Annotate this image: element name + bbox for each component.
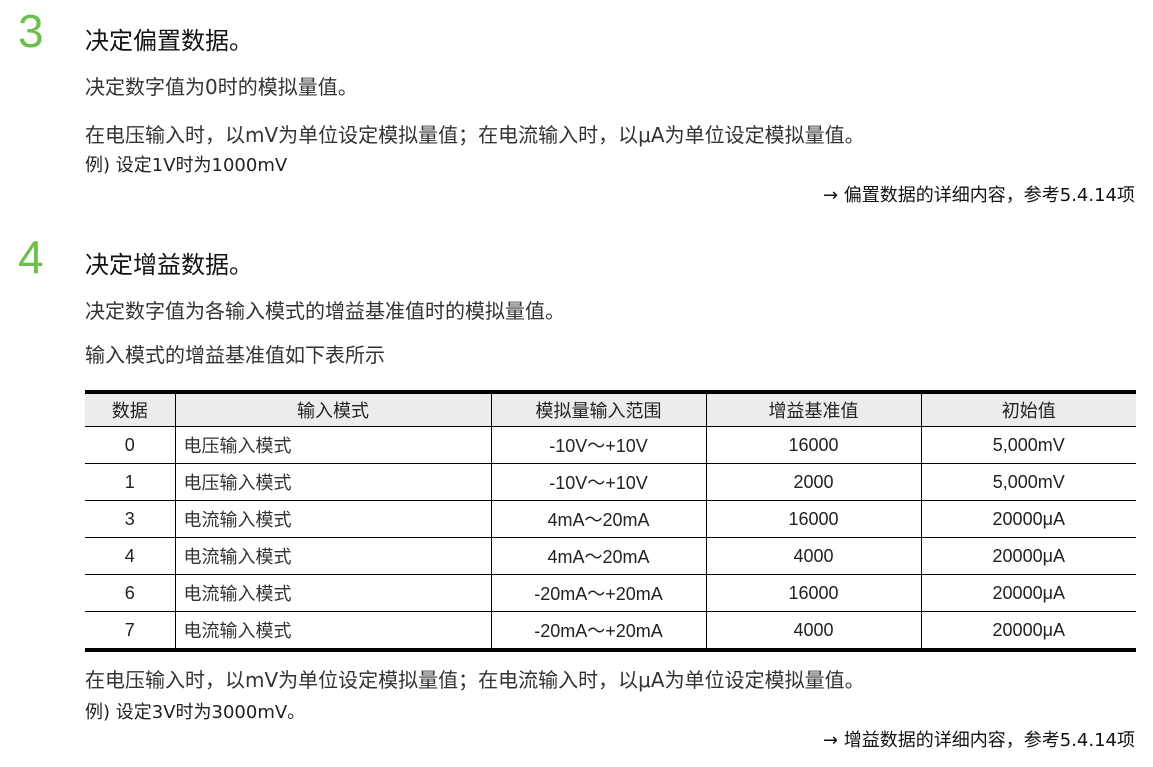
cell-initial-value: 5,000mV xyxy=(920,426,1136,464)
cell-input-mode: 电压输入模式 xyxy=(174,426,492,464)
table-row: 6 电流输入模式 -20mA～+20mA 16000 20000μA xyxy=(85,574,1136,612)
header-analog-range: 模拟量输入范围 xyxy=(490,391,707,427)
table-row: 7 电流输入模式 -20mA～+20mA 4000 20000μA xyxy=(85,611,1136,651)
cell-initial-value: 20000μA xyxy=(920,611,1136,651)
step4-reference: → 增益数据的详细内容，参考5.4.14项 xyxy=(822,730,1135,751)
step3-desc: 决定数字值为0时的模拟量值。 xyxy=(85,75,358,99)
step4-table-intro: 输入模式的增益基准值如下表所示 xyxy=(85,343,385,367)
cell-data: 6 xyxy=(85,574,176,612)
cell-gain-reference: 16000 xyxy=(705,500,922,538)
step4-desc: 决定数字值为各输入模式的增益基准值时的模拟量值。 xyxy=(85,299,565,323)
table-row: 1 电压输入模式 -10V～+10V 2000 5,000mV xyxy=(85,463,1136,501)
table-row: 3 电流输入模式 4mA～20mA 16000 20000μA xyxy=(85,500,1136,538)
gain-reference-table: 数据 输入模式 模拟量输入范围 增益基准值 初始值 0 电压输入模式 -10V～+1… xyxy=(85,390,1136,652)
step3-note: 在电压输入时，以mV为单位设定模拟量值；在电流输入时，以μA为单位设定模拟量值。 xyxy=(85,123,865,147)
step-number-4: 4 xyxy=(18,231,44,283)
step4-note: 在电压输入时，以mV为单位设定模拟量值；在电流输入时，以μA为单位设定模拟量值。 xyxy=(85,668,865,692)
table-header-row: 数据 输入模式 模拟量输入范围 增益基准值 初始值 xyxy=(85,391,1136,427)
table-row: 0 电压输入模式 -10V～+10V 16000 5,000mV xyxy=(85,426,1136,464)
cell-input-mode: 电流输入模式 xyxy=(174,574,492,612)
header-input-mode: 输入模式 xyxy=(174,391,492,427)
cell-input-mode: 电流输入模式 xyxy=(174,537,492,575)
cell-gain-reference: 2000 xyxy=(705,463,922,501)
table-row: 4 电流输入模式 4mA～20mA 4000 20000μA xyxy=(85,537,1136,575)
step-number-3: 3 xyxy=(18,5,44,57)
cell-analog-range: 4mA～20mA xyxy=(490,537,707,575)
step3-reference: → 偏置数据的详细内容，参考5.4.14项 xyxy=(822,185,1135,206)
cell-gain-reference: 4000 xyxy=(705,537,922,575)
cell-analog-range: -10V～+10V xyxy=(490,463,707,501)
header-data: 数据 xyxy=(85,391,176,427)
cell-initial-value: 20000μA xyxy=(920,500,1136,538)
cell-analog-range: -10V～+10V xyxy=(490,426,707,464)
cell-data: 3 xyxy=(85,500,176,538)
cell-input-mode: 电压输入模式 xyxy=(174,463,492,501)
cell-analog-range: -20mA～+20mA xyxy=(490,611,707,651)
cell-analog-range: -20mA～+20mA xyxy=(490,574,707,612)
step3-title: 决定偏置数据。 xyxy=(85,27,253,55)
cell-initial-value: 5,000mV xyxy=(920,463,1136,501)
cell-gain-reference: 4000 xyxy=(705,611,922,651)
cell-data: 1 xyxy=(85,463,176,501)
cell-initial-value: 20000μA xyxy=(920,574,1136,612)
cell-data: 7 xyxy=(85,611,176,651)
header-gain-reference: 增益基准值 xyxy=(705,391,922,427)
cell-analog-range: 4mA～20mA xyxy=(490,500,707,538)
cell-data: 4 xyxy=(85,537,176,575)
step3-example: 例) 设定1V时为1000mV xyxy=(85,155,288,176)
header-initial-value: 初始值 xyxy=(920,391,1136,427)
cell-input-mode: 电流输入模式 xyxy=(174,611,492,651)
cell-initial-value: 20000μA xyxy=(920,537,1136,575)
step4-example: 例) 设定3V时为3000mV。 xyxy=(85,702,306,723)
cell-data: 0 xyxy=(85,426,176,464)
cell-gain-reference: 16000 xyxy=(705,574,922,612)
step4-title: 决定增益数据。 xyxy=(85,251,253,279)
cell-input-mode: 电流输入模式 xyxy=(174,500,492,538)
cell-gain-reference: 16000 xyxy=(705,426,922,464)
